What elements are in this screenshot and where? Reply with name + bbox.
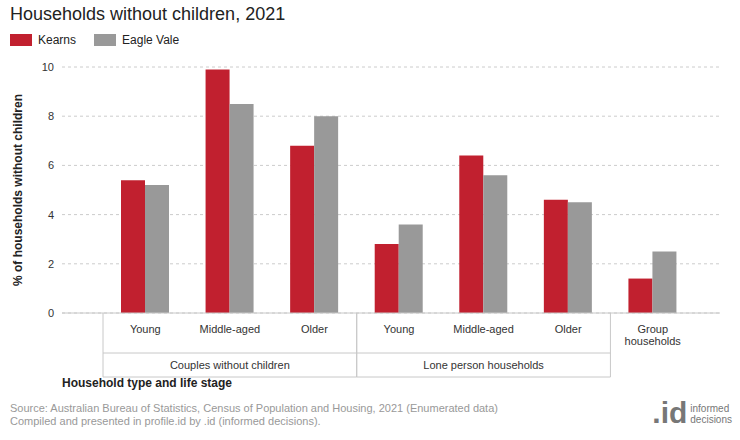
svg-text:6: 6	[48, 159, 54, 171]
html-text:Eagle Vale: Eagle Vale	[122, 33, 180, 47]
svg-text:Middle-aged: Middle-aged	[453, 323, 514, 335]
svg-text:Grouphouseholds: Grouphouseholds	[625, 323, 682, 347]
svg-text:0: 0	[48, 307, 54, 319]
svg-text:Middle-aged: Middle-aged	[200, 323, 261, 335]
svg-text:Older: Older	[301, 323, 328, 335]
html-text:.id: .id	[652, 396, 688, 429]
svg-text:10: 10	[42, 61, 54, 73]
html-text:Kearns: Kearns	[38, 33, 76, 47]
svg-text:4: 4	[48, 209, 54, 221]
svg-text:Lone person households: Lone person households	[423, 359, 544, 371]
html-text:Source: Australian Bureau of S: Source: Australian Bureau of Statistics,…	[10, 402, 498, 414]
svg-text:8: 8	[48, 110, 54, 122]
html-text:decisions: decisions	[690, 414, 732, 425]
svg-text:Couples without children: Couples without children	[170, 359, 290, 371]
html-text:informed: informed	[690, 403, 730, 414]
svg-text:Older: Older	[555, 323, 582, 335]
html-text:Compiled and presented in prof: Compiled and presented in profile.id by …	[10, 415, 321, 427]
svg-text:Young: Young	[130, 323, 161, 335]
svg-text:Young: Young	[384, 323, 415, 335]
svg-text:2: 2	[48, 258, 54, 270]
html-text:Households without children, 2: Households without children, 2021	[10, 4, 286, 24]
html-text:% of households without childr: % of households without children	[11, 94, 25, 286]
html-text:Household type and life stage: Household type and life stage	[62, 376, 232, 390]
